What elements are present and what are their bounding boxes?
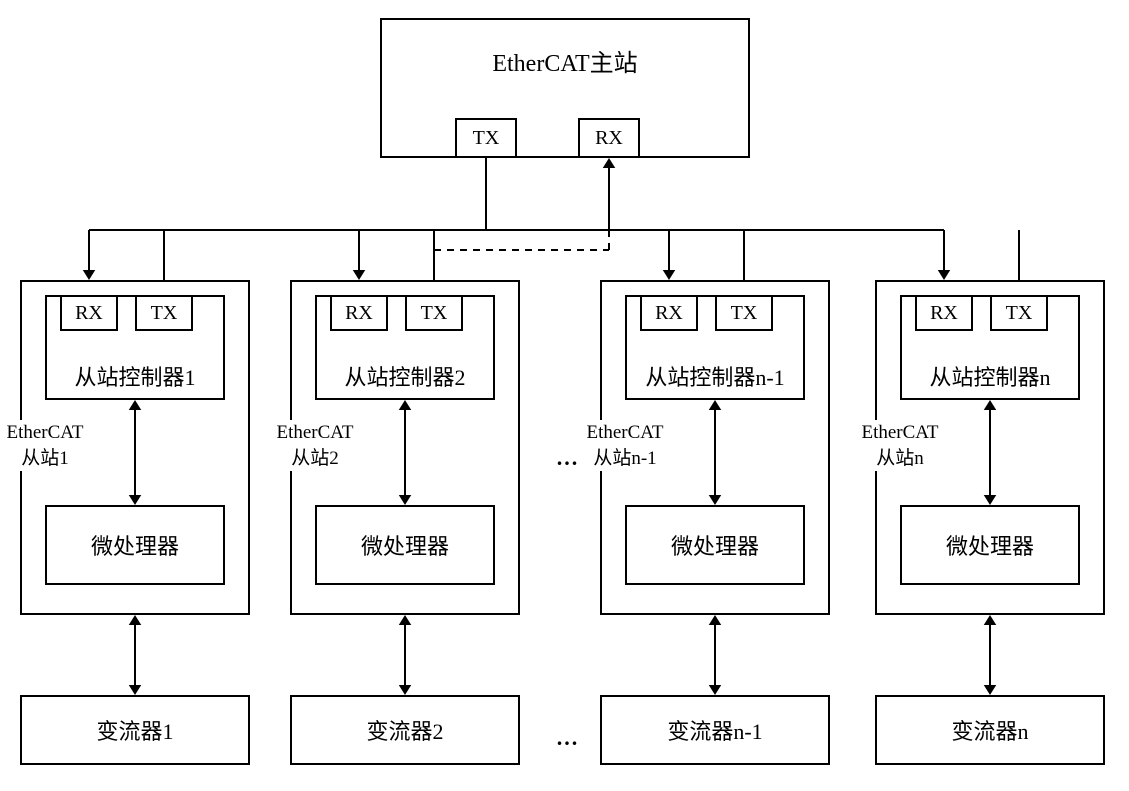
slave-mpu-box: 微处理器	[45, 505, 225, 585]
slave-side-label: EtherCAT 从站n-1	[575, 420, 675, 471]
slave-tx-port: TX	[405, 295, 463, 331]
slave-tx-port: TX	[990, 295, 1048, 331]
ellipsis-marker: ...	[548, 445, 588, 471]
slave-controller-label: 从站控制器n	[900, 360, 1080, 392]
slave-controller-label: 从站控制器2	[315, 360, 495, 392]
slave-rx-port: RX	[640, 295, 698, 331]
slave-controller-label: 从站控制器1	[45, 360, 225, 392]
master-tx-port: TX	[455, 118, 517, 158]
slave-side-label: EtherCAT 从站2	[265, 420, 365, 471]
slave-controller-label: 从站控制器n-1	[625, 360, 805, 392]
ellipsis-marker: ...	[548, 725, 588, 751]
slave-tx-port: TX	[135, 295, 193, 331]
slave-side-label: EtherCAT 从站1	[0, 420, 95, 471]
slave-mpu-box: 微处理器	[900, 505, 1080, 585]
master-title: EtherCAT主站	[380, 43, 750, 78]
converter-box: 变流器2	[290, 695, 520, 765]
slave-side-label: EtherCAT 从站n	[850, 420, 950, 471]
slave-tx-port: TX	[715, 295, 773, 331]
converter-box: 变流器n-1	[600, 695, 830, 765]
slave-mpu-box: 微处理器	[625, 505, 805, 585]
master-box	[380, 18, 750, 158]
slave-rx-port: RX	[330, 295, 388, 331]
master-rx-port: RX	[578, 118, 640, 158]
slave-rx-port: RX	[60, 295, 118, 331]
converter-box: 变流器n	[875, 695, 1105, 765]
converter-box: 变流器1	[20, 695, 250, 765]
slave-rx-port: RX	[915, 295, 973, 331]
slave-mpu-box: 微处理器	[315, 505, 495, 585]
